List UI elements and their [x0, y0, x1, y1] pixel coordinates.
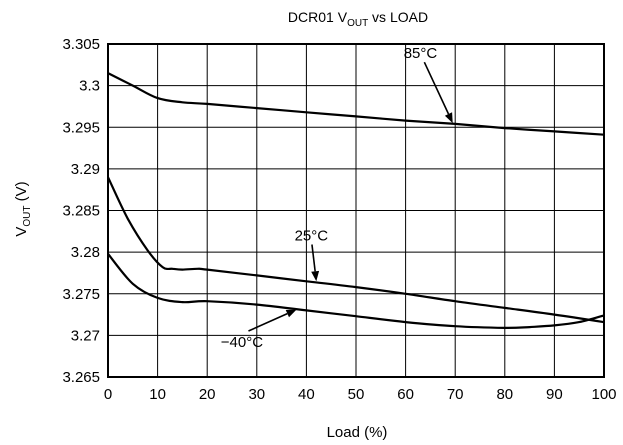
- y-tick-label: 3.3: [79, 78, 100, 95]
- x-tick-label: 70: [447, 386, 464, 403]
- y-tick-label: 3.29: [71, 161, 100, 178]
- x-tick-label: 90: [546, 386, 563, 403]
- series-lines: [107, 72, 605, 330]
- y-axis-title-subscript: OUT: [22, 206, 33, 227]
- chart-title-rest: vs LOAD: [368, 9, 428, 25]
- x-tick-label: 40: [298, 386, 315, 403]
- x-tick-label: 60: [397, 386, 414, 403]
- x-tick-label: 10: [149, 386, 166, 403]
- x-axis-title: Load (%): [327, 424, 388, 441]
- y-tick-label: 3.27: [71, 327, 100, 344]
- y-tick-label: 3.295: [62, 119, 100, 136]
- x-tick-label: 0: [104, 386, 112, 403]
- x-tick-label: 30: [248, 386, 265, 403]
- y-tick-label: 3.285: [62, 203, 100, 220]
- series-arrowhead-2: [285, 309, 297, 318]
- x-tick-label: 20: [199, 386, 216, 403]
- x-tick-label: 80: [496, 386, 513, 403]
- series-label-0: 85°C: [404, 45, 438, 62]
- x-tick-label: 50: [348, 386, 365, 403]
- y-tick-labels: 3.265 3.27 3.275 3.28 3.285 3.29 3.295 3.3 3.305: [62, 36, 100, 386]
- series-label-2: −40°C: [221, 334, 263, 351]
- x-tick-label: 100: [591, 386, 616, 403]
- chart-title-main: DCR01 V: [288, 9, 348, 25]
- y-tick-label: 3.28: [71, 244, 100, 261]
- x-tick-labels: 0 10 20 30 40 50 60 70 80 90 100: [104, 386, 617, 403]
- plot-frame: [107, 43, 605, 378]
- series-label-1: 25°C: [295, 227, 329, 244]
- y-tick-label: 3.275: [62, 286, 100, 303]
- y-tick-label: 3.265: [62, 369, 100, 386]
- series-annotations: 85°C 25°C −40°C: [221, 45, 453, 351]
- series-arrow-2: [248, 312, 288, 332]
- series-line-2: [107, 253, 605, 330]
- series-arrowhead-0: [444, 112, 453, 124]
- series-line-0: [107, 72, 605, 136]
- series-line-1: [107, 176, 605, 324]
- y-tick-label: 3.305: [62, 36, 100, 53]
- chart-title-subscript: OUT: [347, 18, 368, 29]
- y-axis-title-main: V: [13, 227, 30, 237]
- series-arrow-1: [311, 244, 316, 272]
- chart-title: DCR01 VOUT vs LOAD: [288, 9, 428, 29]
- series-arrowhead-1: [311, 270, 320, 282]
- y-axis-title: VOUT (V): [13, 181, 33, 236]
- series-arrow-0: [423, 61, 450, 115]
- y-axis-title-rest: (V): [13, 181, 30, 205]
